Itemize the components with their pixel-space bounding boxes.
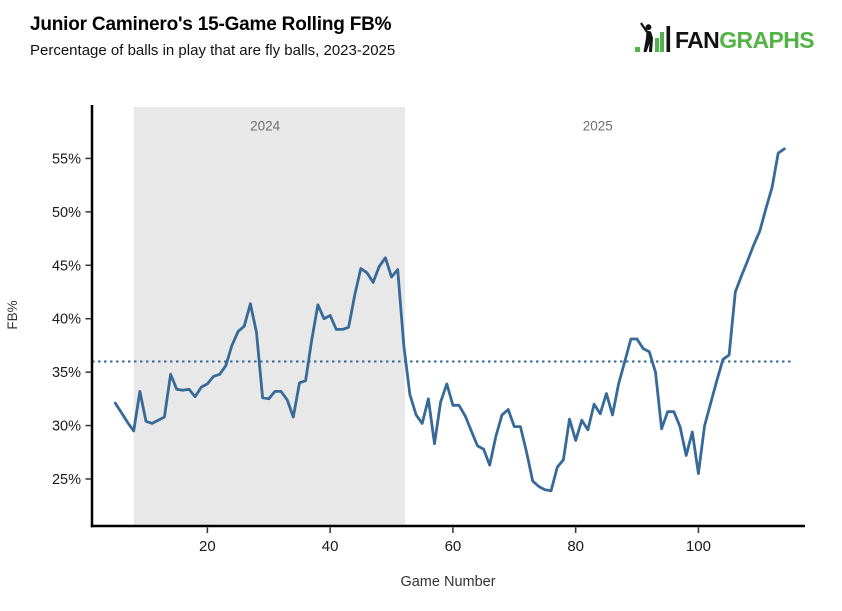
logo-text-fan: FAN <box>674 27 720 54</box>
season-band-2024 <box>133 107 406 525</box>
x-tick-label: 80 <box>567 538 584 555</box>
x-axis-label: Game Number <box>400 574 495 590</box>
x-tick-label: 60 <box>445 538 462 555</box>
chart-title: Junior Caminero's 15-Game Rolling FB% <box>30 14 392 35</box>
chart-header: Junior Caminero's 15-Game Rolling FB% Pe… <box>30 12 395 59</box>
y-tick-label: 25% <box>52 472 81 488</box>
y-tick-label: 50% <box>52 205 81 221</box>
fangraphs-batter-icon <box>634 22 671 52</box>
x-tick-label: 100 <box>686 538 711 555</box>
rolling-fb-series-line <box>113 147 786 493</box>
fangraphs-wordmark: FANGRAPHS <box>674 27 815 54</box>
y-tick-label: 35% <box>52 365 81 381</box>
y-tick-label: 45% <box>52 258 81 274</box>
fangraphs-logo: FANGRAPHS <box>634 22 815 54</box>
y-tick-label: 30% <box>52 419 81 435</box>
x-tick-label: 40 <box>322 538 339 555</box>
year-label-2025: 2025 <box>583 119 613 134</box>
y-axis-label: FB% <box>5 300 20 329</box>
year-label-2024: 2024 <box>250 119 281 134</box>
y-tick-label: 55% <box>52 151 81 167</box>
y-tick-label: 40% <box>52 312 81 328</box>
x-tick-label: 20 <box>199 538 216 555</box>
logo-text-graphs: GRAPHS <box>719 27 814 54</box>
chart-subtitle: Percentage of balls in play that are fly… <box>30 41 396 59</box>
